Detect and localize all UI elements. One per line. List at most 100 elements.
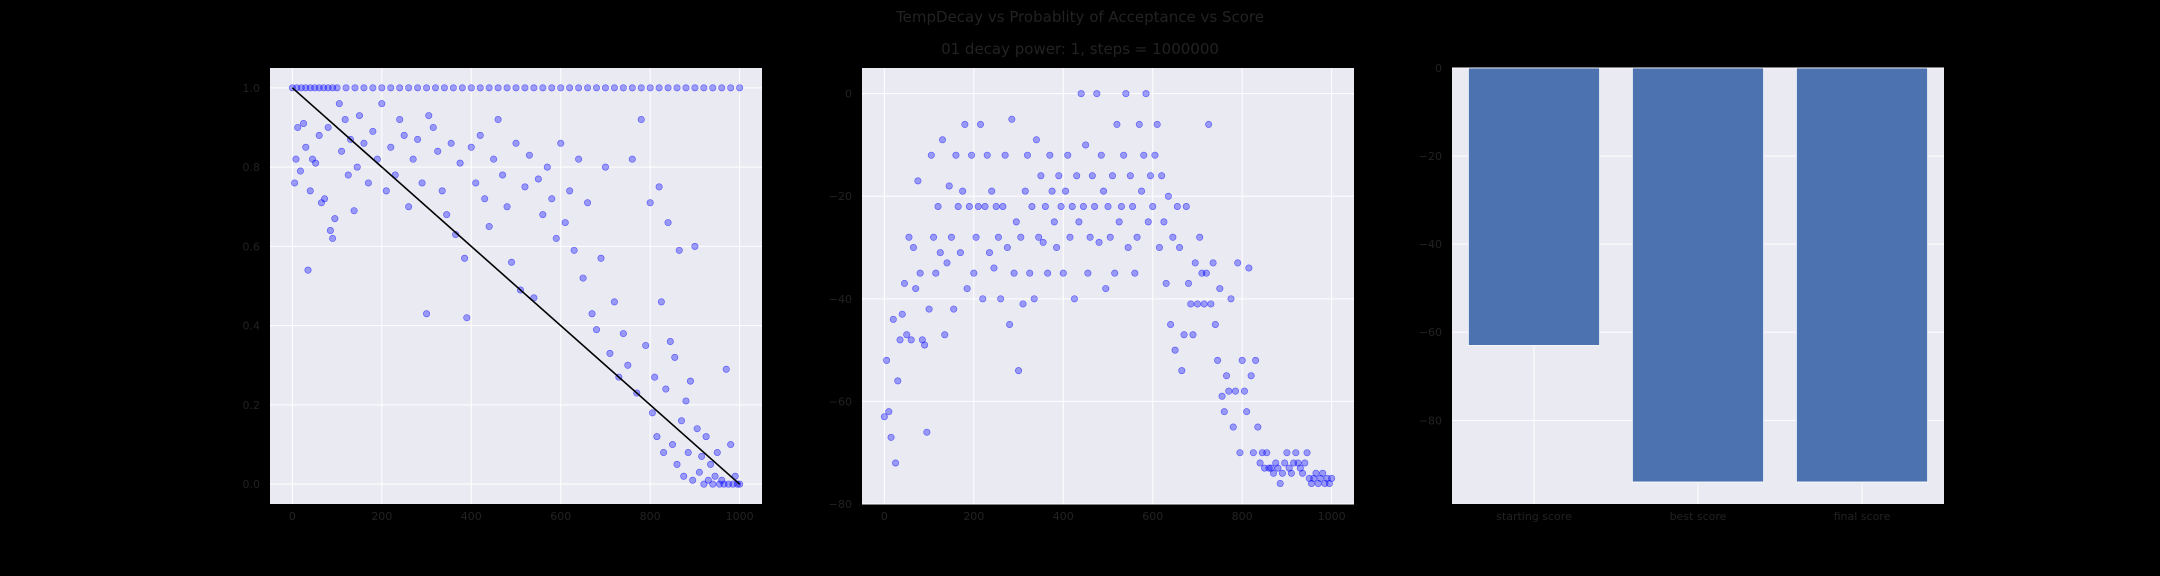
axes-2-scatter-point [1278, 469, 1286, 477]
axes-2-scatter-point [1146, 172, 1154, 180]
axes-1-y-tick-label: 0.0 [243, 478, 261, 491]
axes-2-scatter-point [1202, 269, 1210, 277]
figure-title: TempDecay vs Probablity of Acceptance vs… [896, 8, 1264, 26]
axes-1-y-tick-label: 0.2 [243, 399, 261, 412]
axes-2-scatter-point [1010, 269, 1018, 277]
axes-1-scatter-point [423, 310, 431, 318]
axes-1-scatter-point [458, 84, 466, 92]
axes-3-y-tick-label: −20 [1419, 150, 1442, 163]
axes-1-scatter-point [601, 163, 609, 171]
axes-2-scatter-point [892, 459, 900, 467]
axes-1-scatter-point [575, 84, 583, 92]
axes-1-scatter-point [364, 179, 372, 187]
axes-2-scatter-point [1171, 346, 1179, 354]
axes-1-reference-line [291, 87, 741, 485]
axes-2-scatter-point [945, 182, 953, 190]
axes-1-y-tick-label: 0.4 [243, 320, 261, 333]
axes-1-scatter-point [449, 84, 457, 92]
axes-2-scatter-point [1223, 372, 1231, 380]
axes-2-scatter-point [900, 279, 908, 287]
axes-2-scatter-point [1218, 392, 1226, 400]
axes-2-scatter-point [1220, 408, 1228, 416]
axes-1-scatter-point [736, 84, 744, 92]
axes-1-scatter-point [369, 127, 377, 135]
axes-2-scatter-point [1120, 151, 1128, 159]
axes-2-scatter-point [1160, 218, 1168, 226]
axes-1-scatter-point [646, 199, 654, 207]
axes-2-scatter-point [1252, 356, 1260, 364]
axes-2-y-tick-label: −40 [829, 293, 852, 306]
axes-1-scatter-point [689, 476, 697, 484]
axes-2-scatter-point [1048, 187, 1056, 195]
axes-2-scatter-point [1234, 259, 1242, 267]
axes-2-scatter-point [1062, 187, 1070, 195]
axes-2-scatter-point [1108, 172, 1116, 180]
axes-1-scatter-point [512, 139, 520, 147]
axes-1-scatter-point [593, 84, 601, 92]
axes-1-scatter-point [702, 433, 710, 441]
axes-2-scatter-point [1097, 151, 1105, 159]
axes-1-scatter-point [691, 84, 699, 92]
axes-1-scatter-point [557, 139, 565, 147]
axes-2-scatter-point [1008, 115, 1016, 123]
axes-1-scatter-point [673, 84, 681, 92]
axes-1-scatter-point [378, 100, 386, 108]
axes-2-scatter-point [1301, 459, 1309, 467]
axes-2-scatter-point [1019, 300, 1027, 308]
axes-1-scatter-point [353, 163, 361, 171]
axes-2-scatter-point [1191, 259, 1199, 267]
axes-2-scatter-point [990, 264, 998, 272]
axes-1-scatter-point [360, 139, 368, 147]
axes-2-y-tick-label: −80 [829, 498, 852, 511]
axes-2-scatter-point [883, 356, 891, 364]
axes-2-scatter-point [1287, 469, 1295, 477]
axes-2-scatter-point [1225, 387, 1233, 395]
axes-1-scatter-point [447, 139, 455, 147]
axes-2-scatter-point [1079, 202, 1087, 210]
axes-1-scatter-point [619, 84, 627, 92]
axes-1-y-tick-label: 0.8 [243, 161, 261, 174]
axes-2-scatter-point [1254, 423, 1262, 431]
axes-2-scatter-point [1267, 464, 1275, 472]
axes-2-scatter-point [1314, 479, 1322, 487]
axes-2-scatter-point [1126, 172, 1134, 180]
axes-2-scatter-point [1308, 479, 1316, 487]
axes-2-scatter-point [1294, 459, 1302, 467]
axes-1-scatter-point [344, 171, 352, 179]
axes-1-scatter-point [341, 116, 349, 124]
axes-2-scatter-point [1026, 269, 1034, 277]
bar-final-score [1796, 67, 1929, 483]
axes-1-scatter-point [548, 84, 556, 92]
axes-1-scatter-point [684, 448, 692, 456]
axes-1-scatter-point [467, 143, 475, 151]
axes-1-scatter-point [662, 385, 670, 393]
axes-2-scatter-point [1283, 449, 1291, 457]
axes-2-scatter-point [1231, 387, 1239, 395]
axes-1-scatter-point [637, 84, 645, 92]
axes-2-scatter-point [1001, 151, 1009, 159]
axes-3-x-tick-label: best score [1670, 510, 1727, 523]
axes-1-scatter-point [409, 155, 417, 163]
axes-2-scatter-point [1256, 459, 1264, 467]
axes-2-scatter-point [909, 244, 917, 252]
axes-1-scatter-point [512, 84, 520, 92]
axes-1-scatter-point [657, 298, 665, 306]
axes-2-scatter-point [1113, 120, 1121, 128]
axes-2-scatter-point [999, 202, 1007, 210]
axes-1-scatter-point [543, 163, 551, 171]
axes-1-scatter-point [494, 116, 502, 124]
axes-2-scatter-point [1021, 187, 1029, 195]
axes-2-scatter-point [1023, 151, 1031, 159]
axes-1-scatter-point [606, 349, 614, 357]
axes-2-scatter-point [1182, 202, 1190, 210]
axes-1-scatter-point [440, 84, 448, 92]
axes-1-scatter-point [655, 84, 663, 92]
axes-2-scatter-point [1124, 244, 1132, 252]
axes-2-scatter-point [1205, 120, 1213, 128]
axes-2-scatter-point [1319, 469, 1327, 477]
axes-1-scatter-point [472, 179, 480, 187]
axes-1-scatter-point [597, 254, 605, 262]
axes-1-scatter-point [530, 84, 538, 92]
axes-1-scatter-point [709, 480, 717, 488]
axes-2-scatter-point [934, 202, 942, 210]
